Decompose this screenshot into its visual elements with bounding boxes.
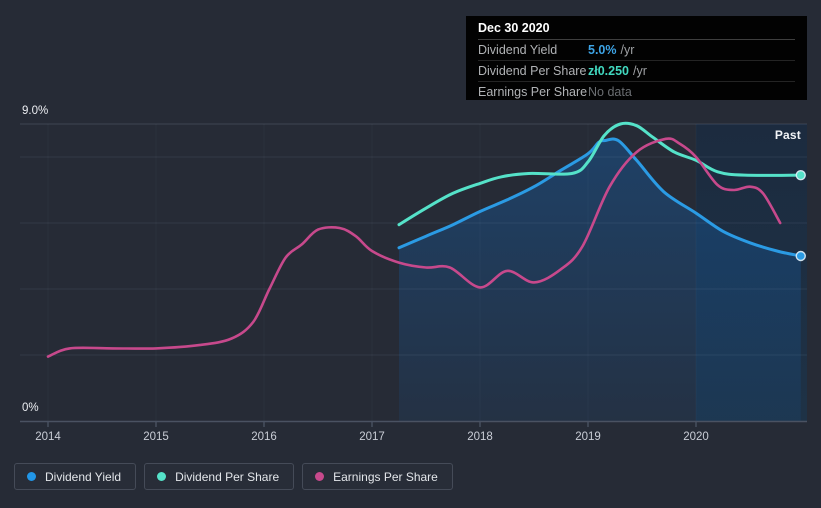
series-area-dividend-yield <box>399 138 801 421</box>
x-axis-tick-label: 2014 <box>35 431 61 443</box>
series-line-earnings-per-share <box>46 137 782 358</box>
x-axis-tick-label: 2017 <box>359 431 385 443</box>
tooltip-row: Dividend Per Share zł0.250/yr <box>478 61 795 82</box>
tooltip-row-value: zł0.250 <box>588 64 630 78</box>
series-end-marker-dividend-yield[interactable] <box>795 250 806 262</box>
series-end-marker-dividend-per-share[interactable] <box>795 169 806 181</box>
x-axis-tick-label: 2016 <box>251 431 277 443</box>
x-axis-tick-label: 2015 <box>143 431 169 443</box>
tooltip-row: Earnings Per Share No data <box>478 82 795 102</box>
legend-item-dividend-per-share[interactable]: Dividend Per Share <box>144 463 295 490</box>
tooltip-date: Dec 30 2020 <box>478 16 795 40</box>
legend-color-dot <box>27 472 36 481</box>
x-axis-tick-label: 2020 <box>683 431 709 443</box>
hover-tooltip: Dec 30 2020 Dividend Yield 5.0%/yr Dividen… <box>466 16 807 100</box>
tooltip-row-value: 5.0% <box>588 43 617 57</box>
x-axis-tick-label: 2018 <box>467 431 493 443</box>
tooltip-row-label: Dividend Per Share <box>478 64 587 78</box>
x-axis-tick-label: 2019 <box>575 431 601 443</box>
tooltip-row-suffix: /yr <box>620 43 635 57</box>
tooltip-row-label: Dividend Yield <box>478 43 558 57</box>
tooltip-row-value: No data <box>588 85 632 99</box>
legend-item-label: Dividend Per Share <box>175 469 280 484</box>
legend-color-dot <box>157 472 167 481</box>
tooltip-rows: Dividend Yield 5.0%/yr Dividend Per Share z… <box>478 40 795 102</box>
tooltip-row-label: Earnings Per Share <box>478 85 588 99</box>
legend-item-label: Dividend Yield <box>45 469 122 484</box>
y-axis-zero-label: 0% <box>22 402 39 414</box>
legend-item-dividend-yield[interactable]: Dividend Yield <box>14 463 137 490</box>
legend-item-label: Earnings Per Share <box>333 469 438 484</box>
y-axis-max-label: 9.0% <box>22 105 49 117</box>
legend-item-earnings-per-share[interactable]: Earnings Per Share <box>302 463 453 490</box>
tooltip-row-suffix: /yr <box>633 64 647 78</box>
tooltip-row: Dividend Yield 5.0%/yr <box>478 40 795 61</box>
chart-legend: Dividend Yield Dividend Per Share Earnings… <box>14 463 453 490</box>
past-label: Past <box>774 128 801 142</box>
legend-color-dot <box>315 472 325 481</box>
